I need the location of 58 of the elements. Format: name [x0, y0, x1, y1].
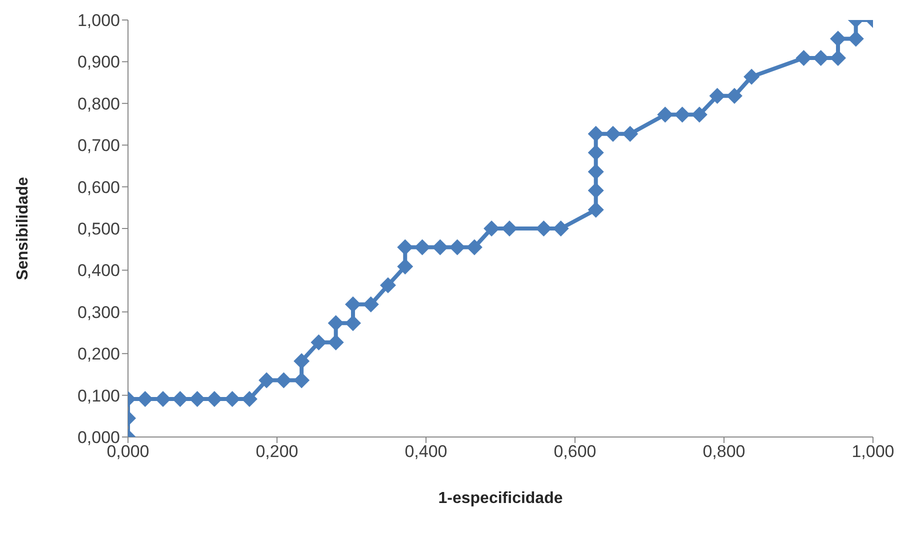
point	[294, 372, 310, 388]
point	[691, 106, 708, 123]
y-tick-label: 0,400	[77, 261, 120, 280]
point	[344, 315, 361, 332]
point	[588, 164, 604, 180]
x-tick-label: 0,400	[404, 442, 448, 462]
point	[380, 277, 396, 294]
point	[414, 239, 430, 256]
y-tick-label: 0,700	[77, 136, 120, 156]
point	[588, 202, 604, 218]
point	[294, 353, 310, 370]
point	[830, 30, 846, 47]
point	[726, 88, 742, 104]
point	[709, 88, 726, 104]
y-tick-label: 0,500	[77, 220, 120, 239]
point	[432, 239, 448, 256]
point	[744, 68, 760, 85]
y-tick-label: 1,000	[77, 11, 120, 30]
x-tick-label: 0,000	[106, 442, 150, 462]
point	[796, 50, 812, 66]
x-tick-label: 0,600	[554, 442, 596, 462]
y-tick-label: 0,800	[77, 94, 120, 114]
point	[622, 126, 638, 142]
point	[604, 126, 621, 142]
point	[588, 182, 604, 199]
x-tick-label: 1,000	[852, 442, 894, 462]
point	[657, 106, 674, 123]
point	[328, 315, 344, 332]
point	[328, 334, 344, 350]
y-tick-label: 0,200	[77, 344, 120, 364]
point	[189, 391, 206, 408]
x-tick-label: 0,200	[256, 442, 298, 462]
y-tick-label: 0,900	[77, 52, 120, 72]
y-tick-label: 0,300	[77, 302, 120, 322]
point	[536, 220, 552, 236]
point	[224, 391, 240, 408]
y-tick-label: 0,600	[77, 178, 120, 197]
point	[812, 50, 829, 66]
point	[276, 372, 292, 388]
point	[466, 239, 482, 256]
point	[588, 144, 604, 161]
point	[172, 391, 188, 408]
x-axis-title: 1-especificidade	[438, 490, 563, 507]
x-tick-label: 0,800	[702, 442, 746, 462]
point	[310, 334, 327, 350]
point	[258, 372, 275, 388]
y-axis-title: Sensibilidade	[14, 176, 32, 280]
point	[588, 126, 604, 142]
point	[552, 220, 569, 236]
point	[449, 239, 466, 256]
point	[137, 391, 154, 408]
point	[397, 258, 414, 274]
point	[674, 106, 690, 123]
point	[344, 296, 361, 312]
point	[362, 296, 379, 312]
point	[397, 239, 414, 256]
point	[848, 30, 864, 47]
y-tick-label: 0,100	[77, 386, 120, 406]
